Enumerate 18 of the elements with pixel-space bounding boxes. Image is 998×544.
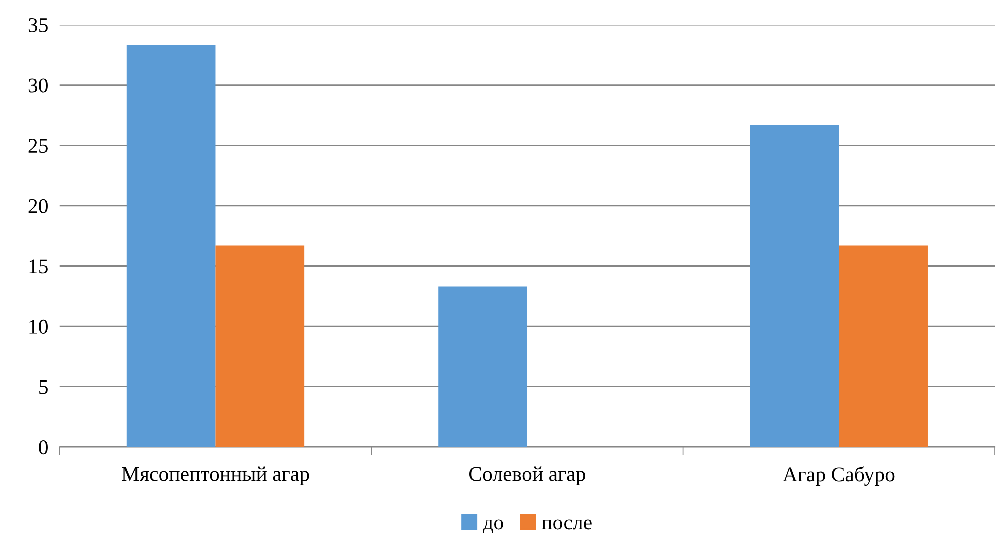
y-tick-label: 25 — [28, 139, 48, 154]
bar — [839, 246, 928, 448]
x-tick-label: Мясопептонный агар — [122, 466, 310, 486]
bar — [750, 125, 840, 448]
bar — [438, 286, 528, 448]
x-tick-label: Солевой агар — [469, 466, 586, 486]
legend-label: после — [542, 520, 592, 530]
y-tick-label: 35 — [28, 18, 48, 32]
y-tick-label: 10 — [30, 320, 48, 334]
y-tick-label: 30 — [28, 78, 48, 93]
y-tick-label: 5 — [40, 380, 48, 394]
legend-label: до — [483, 520, 504, 534]
y-tick-label: 15 — [30, 260, 48, 274]
bar — [126, 46, 216, 448]
y-tick-label: 20 — [28, 199, 48, 214]
bar — [216, 246, 305, 448]
x-tick-label: Агар Сабуро — [783, 466, 895, 486]
y-tick-label: 0 — [39, 440, 48, 455]
